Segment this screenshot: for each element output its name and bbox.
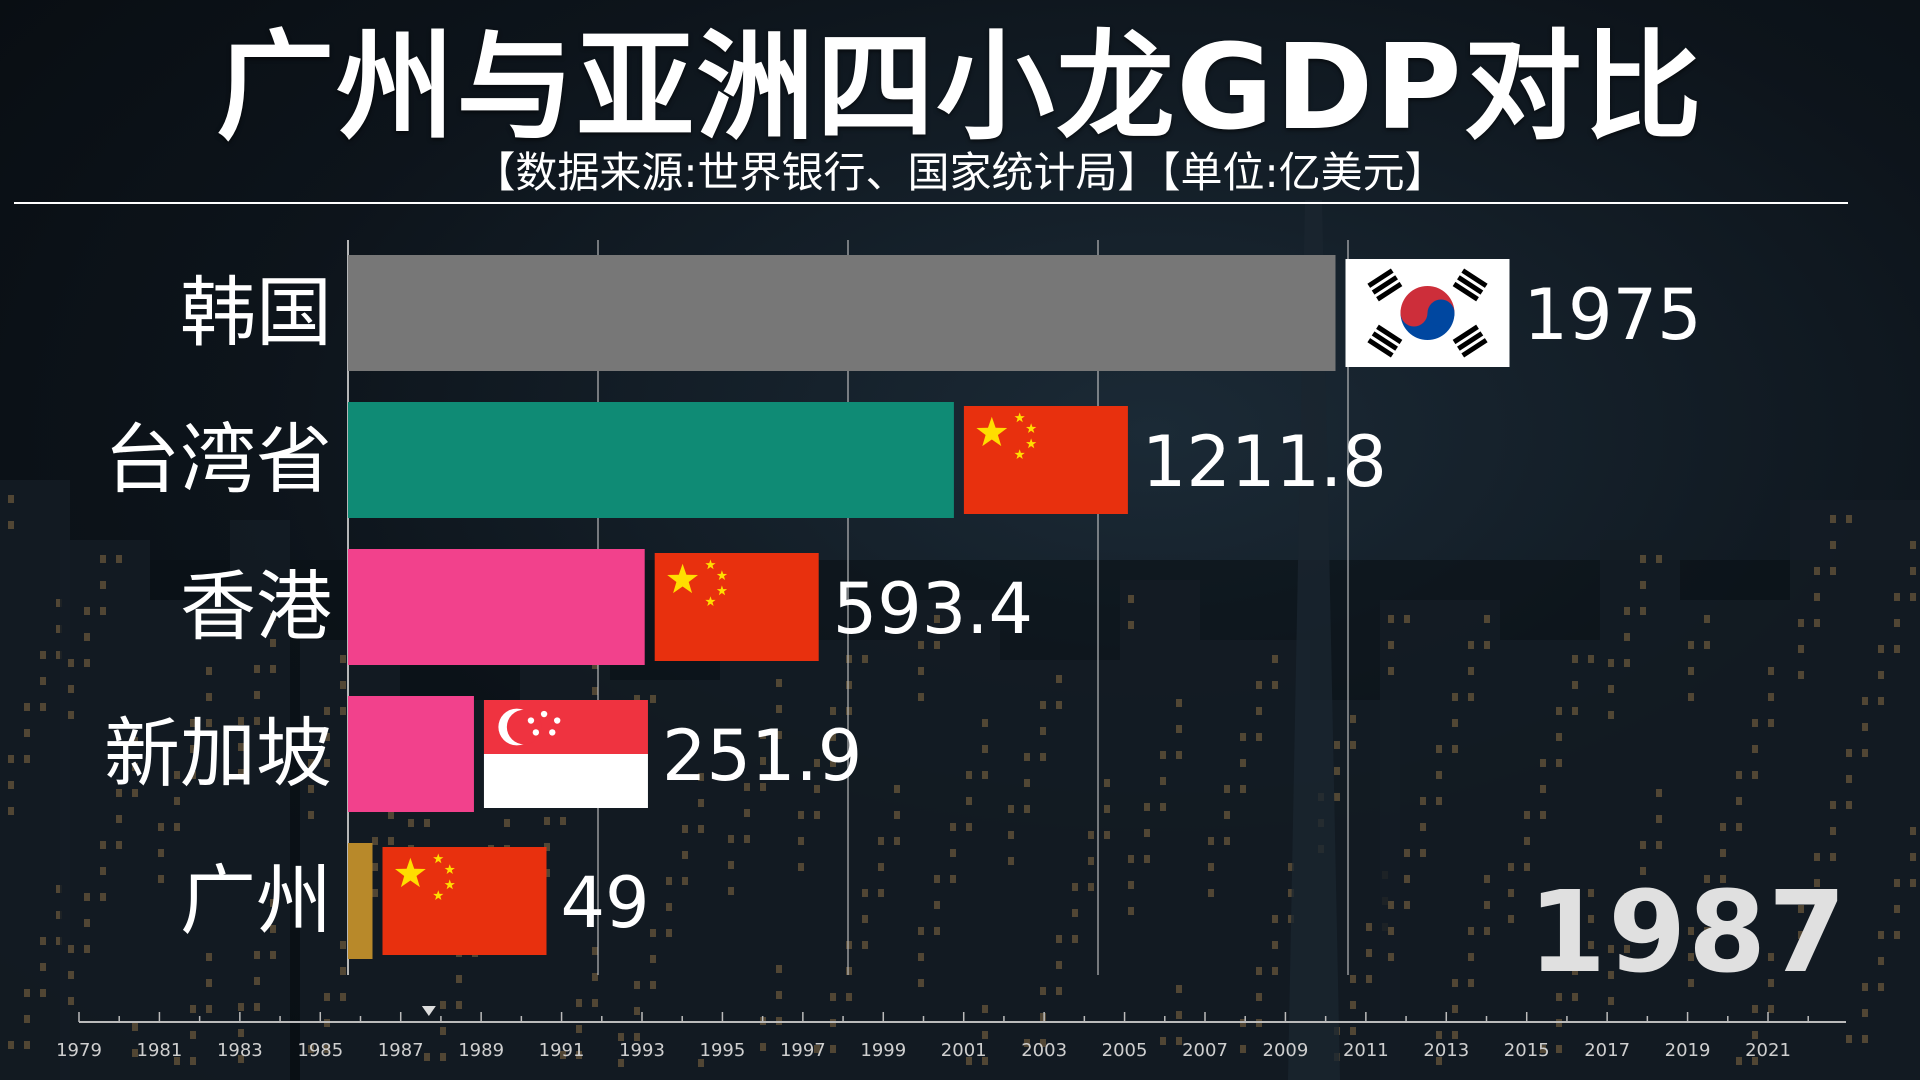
timeline-tick-label: 2005	[1102, 1040, 1148, 1061]
timeline-tick-label: 1999	[860, 1040, 906, 1061]
bar-3	[348, 696, 474, 812]
chart-title: 广州与亚洲四小龙GDP对比	[216, 18, 1704, 156]
timeline-tick-label: 1987	[378, 1040, 424, 1061]
timeline-marker	[421, 1006, 436, 1016]
bar-4	[348, 843, 373, 959]
china-flag	[654, 553, 819, 661]
timeline-tick-label: 2007	[1182, 1040, 1228, 1061]
timeline-tick-label: 2013	[1423, 1040, 1469, 1061]
category-label: 台湾省	[104, 415, 332, 504]
timeline-tick-label: 1979	[56, 1040, 102, 1061]
timeline-tick-label: 1991	[539, 1040, 585, 1061]
category-label: 广州	[180, 856, 332, 945]
timeline-tick-label: 1995	[700, 1040, 746, 1061]
value-label: 1211.8	[1142, 421, 1387, 503]
timeline-tick-label: 2003	[1021, 1040, 1067, 1061]
timeline-tick-label: 2017	[1584, 1040, 1630, 1061]
chart-subtitle: 【数据来源:世界银行、国家统计局】【单位:亿美元】	[473, 148, 1447, 197]
timeline-tick-label: 1983	[217, 1040, 263, 1061]
bar-2	[348, 549, 645, 665]
timeline-tick-label: 1993	[619, 1040, 665, 1061]
category-label: 韩国	[180, 268, 332, 357]
value-label: 49	[561, 862, 650, 944]
timeline-tick-label: 1985	[297, 1040, 343, 1061]
south-korea-flag	[1345, 259, 1510, 367]
value-label: 593.4	[833, 568, 1033, 650]
timeline-tick-label: 1989	[458, 1040, 504, 1061]
value-label: 1975	[1524, 274, 1702, 356]
category-label: 香港	[180, 562, 332, 651]
china-flag	[382, 847, 547, 955]
timeline-tick-label: 1981	[137, 1040, 183, 1061]
singapore-flag	[483, 700, 648, 808]
timeline-tick-label: 1997	[780, 1040, 826, 1061]
timeline-tick-label: 2015	[1504, 1040, 1550, 1061]
title-divider	[14, 202, 1848, 204]
bar-1	[348, 402, 954, 518]
timeline-tick-label: 2021	[1745, 1040, 1791, 1061]
bar-0	[348, 255, 1336, 371]
timeline-tick-label: 2019	[1665, 1040, 1711, 1061]
value-label: 251.9	[662, 715, 862, 797]
china-flag	[963, 406, 1128, 514]
current-year-label: 1987	[1528, 868, 1848, 998]
timeline-tick-label: 2009	[1263, 1040, 1309, 1061]
timeline-tick-label: 2001	[941, 1040, 987, 1061]
timeline-tick-label: 2011	[1343, 1040, 1389, 1061]
category-label: 新加坡	[104, 709, 332, 798]
